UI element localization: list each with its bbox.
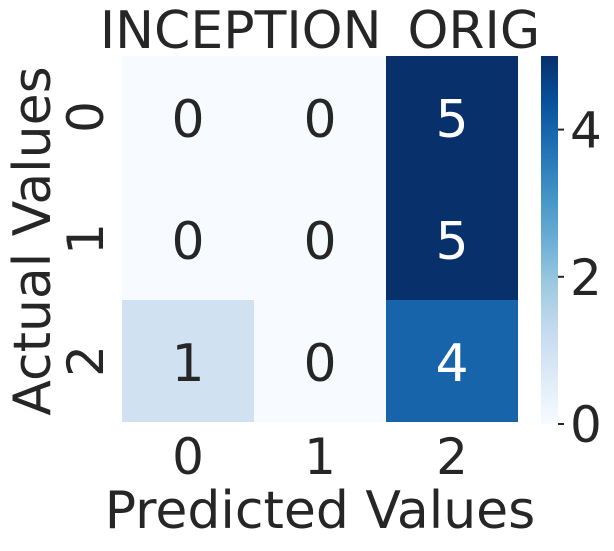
cell-annotation-r1-c0: 0	[171, 212, 204, 272]
heatmap-cell-r0-c1	[254, 56, 386, 178]
x-tick-label-2: 2	[436, 428, 468, 486]
cell-annotation-r2-c2: 4	[435, 334, 468, 394]
cell-annotation-r1-c1: 0	[303, 212, 336, 272]
colorbar-ticks: 0 2 4	[558, 102, 602, 454]
colorbar-tick-label-2: 4	[570, 102, 602, 160]
y-tick-label-2: 2	[57, 345, 115, 377]
cell-annotation-r1-c2: 5	[435, 212, 468, 272]
heatmap-cell-r1-c1	[254, 178, 386, 300]
cell-annotation-r0-c2: 5	[435, 90, 468, 150]
y-tick-label-1: 1	[57, 223, 115, 255]
colorbar-gradient	[541, 56, 558, 424]
heatmap-cell-r2-c1	[254, 300, 386, 422]
y-tick-label-0: 0	[57, 101, 115, 133]
colorbar-tick-label-0: 0	[570, 396, 602, 454]
y-tick-labels: 0 1 2	[57, 101, 115, 377]
x-tick-label-0: 0	[172, 428, 204, 486]
heatmap-cell-r0-c2	[386, 56, 518, 178]
x-axis-label: Predicted Values	[105, 481, 536, 541]
y-axis-label: Actual Values	[3, 66, 63, 415]
heatmap-cell-r2-c2	[386, 300, 518, 422]
heatmap-annotations: 0 0 50 0 51 0 4	[171, 90, 468, 394]
heatmap-cell-r2-c0	[122, 300, 254, 422]
cell-annotation-r0-c1: 0	[303, 90, 336, 150]
x-tick-label-1: 1	[304, 428, 336, 486]
colorbar	[541, 56, 558, 424]
cell-annotation-r0-c0: 0	[171, 90, 204, 150]
heatmap-cells	[122, 56, 518, 422]
cell-annotation-r2-c0: 1	[171, 334, 204, 394]
heatmap-cell-r1-c0	[122, 178, 254, 300]
chart-title: INCEPTION_ORIG	[100, 1, 540, 61]
cell-annotation-r2-c1: 0	[303, 334, 336, 394]
colorbar-tick-label-1: 2	[570, 249, 602, 307]
heatmap-cell-r0-c0	[122, 56, 254, 178]
heatmap-cell-r1-c2	[386, 178, 518, 300]
x-tick-labels: 0 1 2	[172, 428, 468, 486]
